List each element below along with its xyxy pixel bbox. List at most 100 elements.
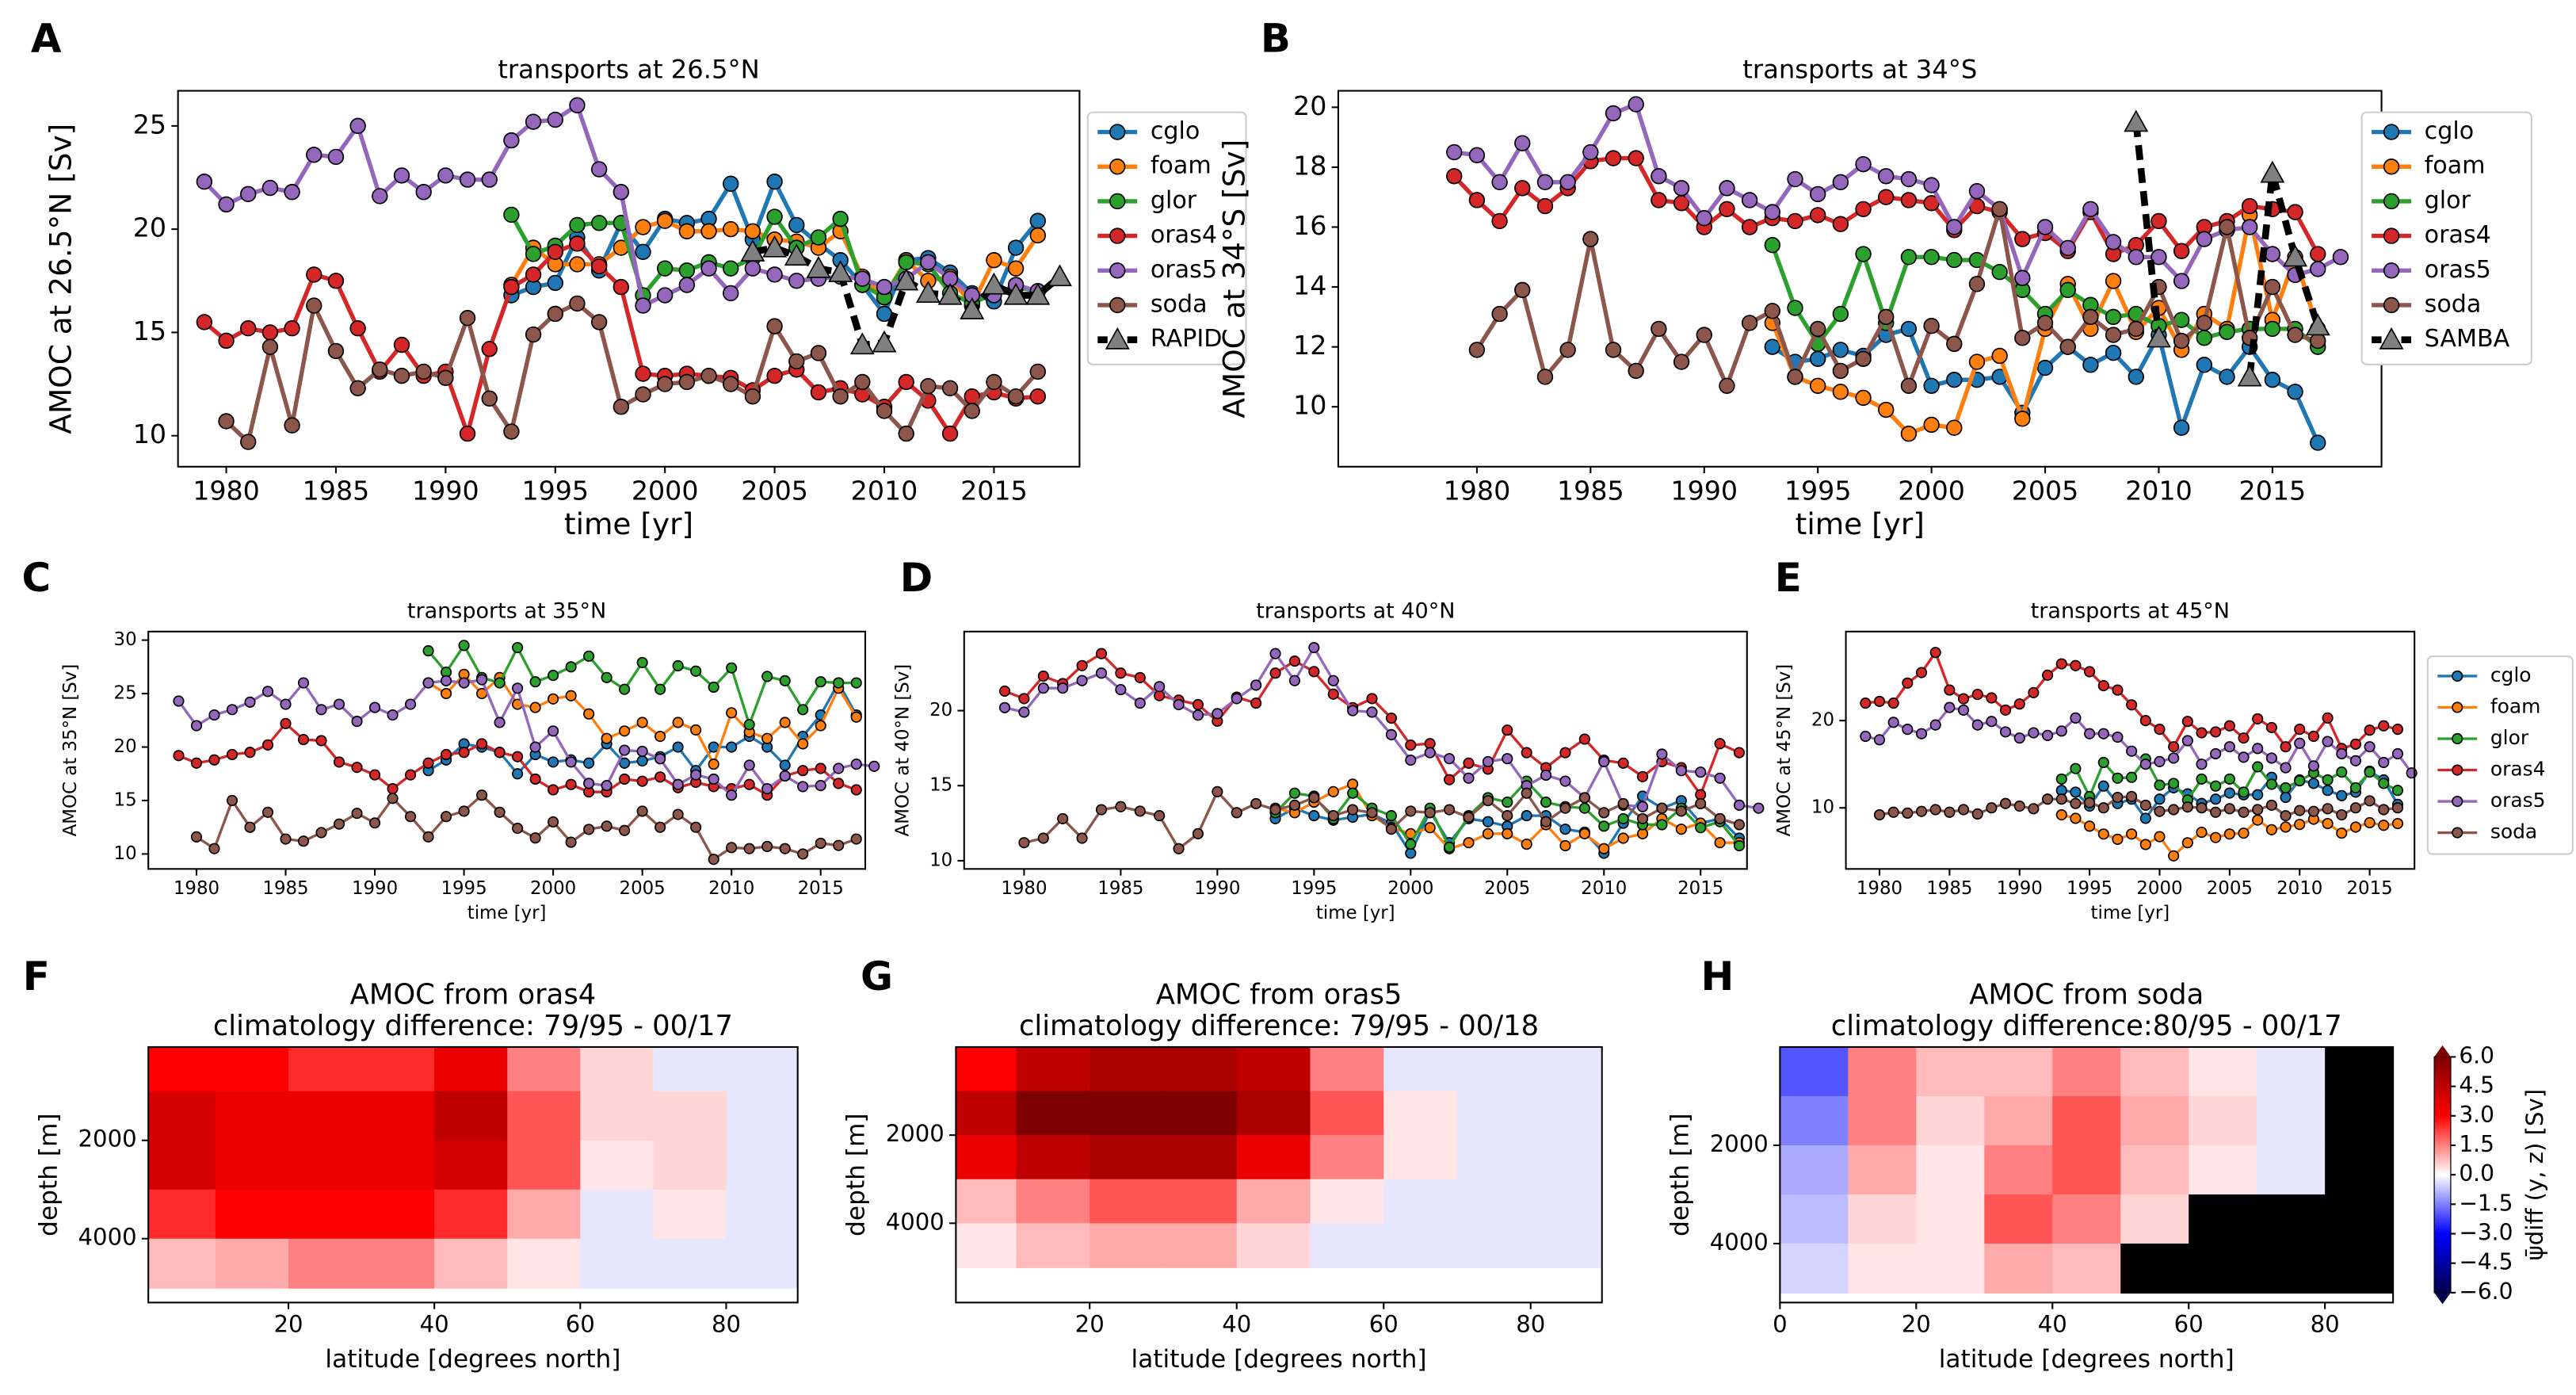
data-point: [1944, 806, 1956, 818]
x-axis-label: latitude [degrees north]: [325, 1345, 620, 1374]
data-point: [2084, 666, 2096, 678]
data-point: [1007, 239, 1025, 256]
data-point: [832, 210, 849, 227]
data-point: [656, 376, 674, 392]
heatmap-cell: [2189, 1095, 2258, 1146]
data-point: [2287, 384, 2303, 400]
data-point: [2336, 766, 2348, 778]
data-point: [2036, 219, 2054, 235]
data-point: [743, 778, 755, 790]
data-point: [854, 270, 871, 287]
data-point: [2264, 372, 2281, 388]
data-point: [2112, 772, 2124, 784]
legend-label: oras5: [1151, 256, 1217, 284]
data-point: [1873, 695, 1886, 707]
data-point: [1719, 180, 1735, 197]
heatmap-cell: [2120, 1194, 2190, 1244]
data-point: [368, 817, 381, 829]
data-point: [1405, 839, 1417, 850]
data-point: [1327, 785, 1339, 797]
data-point: [1809, 377, 1826, 394]
x-tick-label: 1995: [1784, 475, 1852, 506]
data-point: [761, 840, 773, 853]
data-point: [422, 645, 434, 657]
data-point: [1719, 201, 1735, 218]
x-axis-label: time [yr]: [467, 903, 547, 923]
data-point: [1741, 219, 1758, 235]
heatmap-cell: [1457, 1135, 1532, 1180]
data-point: [1115, 683, 1127, 696]
data-point: [1405, 754, 1417, 766]
data-point: [850, 677, 862, 689]
y-tick-label: 2000: [78, 1126, 137, 1152]
data-point: [494, 806, 506, 818]
data-point: [547, 111, 563, 128]
mask-cell: [2257, 1194, 2326, 1244]
data-point: [700, 367, 717, 384]
heatmap-cell: [507, 1238, 582, 1289]
x-tick-label: 2015: [960, 475, 1028, 506]
data-point: [404, 811, 417, 823]
data-point: [284, 184, 300, 201]
data-point: [1029, 363, 1046, 380]
heatmap-cell: [1530, 1223, 1602, 1268]
data-point: [565, 690, 577, 701]
data-point: [583, 824, 595, 835]
heatmap-cell: [1916, 1194, 1986, 1244]
heatmap-cell: [1984, 1095, 2054, 1146]
heatmap-cell: [2052, 1145, 2122, 1195]
data-point: [986, 373, 1002, 391]
data-point: [1764, 303, 1781, 319]
data-point: [2013, 732, 2025, 744]
legend-label: oras4: [2490, 758, 2546, 781]
data-point: [1212, 708, 1223, 720]
y-axis-label: depth [m]: [842, 1113, 871, 1236]
heatmap-cell: [1090, 1135, 1165, 1180]
x-axis-label: latitude [degrees north]: [1939, 1345, 2234, 1374]
data-point: [547, 305, 563, 323]
data-point: [1636, 770, 1649, 782]
data-point: [2310, 434, 2326, 451]
data-point: [333, 698, 345, 710]
data-point: [1076, 832, 1088, 844]
colorbar-tick-label: 6.0: [2459, 1042, 2494, 1068]
colorbar-tick-label: 3.0: [2459, 1102, 2494, 1128]
data-point: [1946, 335, 1963, 353]
x-tick-label: 40: [420, 1311, 449, 1338]
colorbar-label: ψ̄diff (y, z) [Sv]: [2521, 1089, 2548, 1260]
data-point: [1269, 667, 1281, 679]
data-point: [690, 665, 702, 677]
data-point: [1025, 282, 1051, 305]
data-point: [2322, 803, 2334, 815]
data-point: [2082, 308, 2099, 326]
data-point: [779, 843, 791, 854]
data-point: [1696, 327, 1712, 343]
data-point: [766, 266, 783, 283]
data-point: [1076, 659, 1088, 671]
chart-title: climatology difference: 79/95 - 00/17: [213, 1010, 733, 1042]
y-axis-label: depth [m]: [34, 1113, 63, 1236]
data-point: [2173, 332, 2190, 350]
data-point: [849, 332, 875, 355]
data-point: [654, 730, 666, 743]
data-point: [779, 770, 791, 782]
data-point: [1288, 787, 1301, 799]
data-point: [636, 745, 648, 757]
data-point: [1095, 667, 1108, 679]
data-point: [2097, 756, 2109, 769]
data-point: [2154, 724, 2166, 736]
data-point: [2147, 325, 2171, 348]
data-point: [190, 831, 203, 843]
data-point: [2126, 745, 2138, 757]
data-point: [766, 367, 783, 384]
data-point: [601, 820, 613, 832]
data-point: [1540, 816, 1552, 827]
data-point: [327, 342, 345, 360]
data-point: [1900, 377, 1918, 394]
x-axis-label: latitude [degrees north]: [1132, 1345, 1427, 1374]
data-point: [1733, 747, 1746, 759]
mask-cell: [2189, 1243, 2258, 1294]
legend-marker: [2379, 327, 2404, 350]
data-point: [766, 208, 783, 225]
data-point: [1536, 369, 1554, 385]
